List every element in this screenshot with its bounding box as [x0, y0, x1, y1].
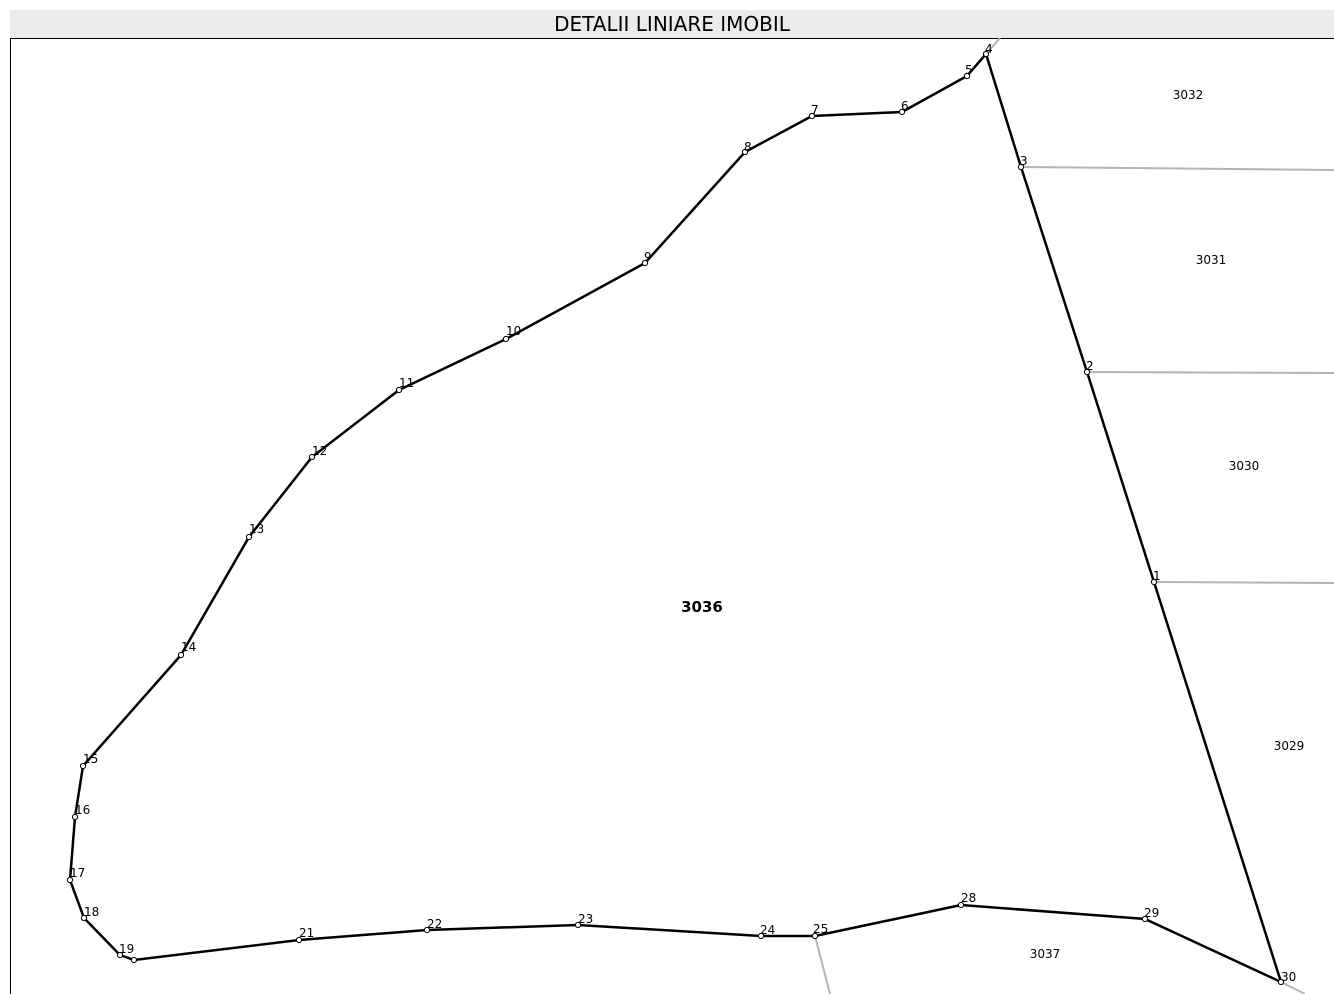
point-label: 21	[299, 926, 314, 940]
vertex[interactable]	[71, 813, 79, 821]
point-label: 13	[249, 522, 264, 536]
vertex[interactable]	[395, 386, 403, 394]
vertex[interactable]	[808, 112, 816, 120]
parcel-boundary	[68, 53, 1284, 985]
point-label: 16	[75, 803, 90, 817]
vertex[interactable]	[641, 259, 649, 267]
point-label: 1	[1153, 569, 1161, 583]
point-label: 17	[70, 866, 85, 880]
parcel-labels: 3036 3032 3031 3030 3029 3037	[681, 88, 1304, 961]
vertex[interactable]	[757, 932, 765, 940]
vertex[interactable]	[957, 901, 965, 909]
vertex[interactable]	[66, 876, 74, 884]
neighbor-parcel-label[interactable]: 3031	[1196, 253, 1227, 267]
map-frame	[10, 39, 1334, 994]
neighbor-lines	[814, 37, 1334, 994]
point-label: 28	[961, 891, 976, 905]
map-title: DETALII LINIARE IMOBIL	[10, 10, 1334, 39]
vertex[interactable]	[116, 951, 124, 959]
point-label: 8	[744, 140, 752, 154]
point-label: 14	[181, 640, 196, 654]
vertex[interactable]	[308, 453, 316, 461]
neighbor-parcel-label[interactable]: 3030	[1229, 459, 1260, 473]
point-labels: 1 2 3 4 5 6 7 8 9 10 11 12 13 14 15 16 1…	[70, 42, 1296, 984]
neighbor-line-3030	[1086, 371, 1334, 374]
vertex[interactable]	[130, 956, 138, 964]
point-label: 9	[644, 250, 652, 264]
point-label: 5	[965, 63, 973, 77]
vertex[interactable]	[811, 932, 819, 940]
point-label: 30	[1281, 970, 1296, 984]
point-label: 15	[83, 752, 98, 766]
neighbor-parcel-label[interactable]: 3037	[1030, 947, 1061, 961]
neighbor-line-3037-right	[1280, 981, 1306, 994]
vertex[interactable]	[245, 533, 253, 541]
vertex[interactable]	[963, 72, 971, 80]
point-label: 19	[119, 942, 134, 956]
point-label: 4	[985, 42, 993, 56]
vertex[interactable]	[177, 651, 185, 659]
vertex[interactable]	[423, 926, 431, 934]
point-label: 11	[399, 376, 414, 390]
vertex[interactable]	[982, 50, 990, 58]
vertex[interactable]	[741, 148, 749, 156]
point-label: 3	[1020, 154, 1028, 168]
point-label: 23	[578, 912, 593, 926]
vertex[interactable]	[502, 335, 510, 343]
vertex[interactable]	[80, 914, 88, 922]
point-label: 18	[84, 905, 99, 919]
point-label: 2	[1086, 359, 1094, 373]
point-label: 29	[1144, 906, 1159, 920]
main-parcel-label[interactable]: 3036	[681, 598, 723, 616]
point-label: 10	[506, 324, 521, 338]
vertex[interactable]	[295, 936, 303, 944]
neighbor-parcel-label[interactable]: 3032	[1173, 88, 1204, 102]
neighbor-line-3031	[1020, 166, 1334, 171]
point-label: 25	[813, 922, 828, 936]
vertex[interactable]	[1150, 578, 1158, 586]
point-label: 24	[760, 923, 775, 937]
vertex[interactable]	[1083, 368, 1091, 376]
vertex[interactable]	[1141, 915, 1149, 923]
vertex[interactable]	[79, 762, 87, 770]
vertex[interactable]	[574, 921, 582, 929]
boundary-vertices	[66, 50, 1285, 986]
point-label: 12	[312, 444, 327, 458]
neighbor-line-3029	[1153, 581, 1334, 584]
point-label: 6	[901, 99, 909, 113]
point-label: 22	[427, 917, 442, 931]
vertex[interactable]	[1017, 163, 1025, 171]
neighbor-line-3037-left	[814, 935, 831, 994]
vertex[interactable]	[898, 108, 906, 116]
neighbor-parcel-label[interactable]: 3029	[1274, 739, 1305, 753]
vertex[interactable]	[1277, 978, 1285, 986]
point-label: 7	[811, 103, 819, 117]
neighbor-line-top	[985, 37, 1001, 55]
